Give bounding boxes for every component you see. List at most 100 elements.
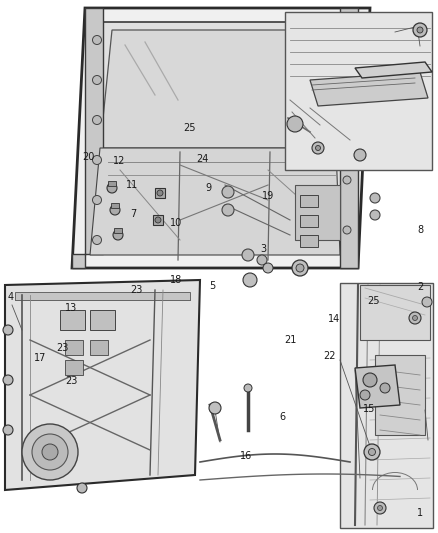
Circle shape bbox=[3, 425, 13, 435]
Text: 22: 22 bbox=[323, 351, 336, 361]
Text: 16: 16 bbox=[240, 451, 252, 461]
Circle shape bbox=[92, 156, 102, 165]
Circle shape bbox=[364, 444, 380, 460]
Text: 6: 6 bbox=[279, 412, 286, 422]
Circle shape bbox=[244, 384, 252, 392]
Text: 23: 23 bbox=[65, 376, 77, 386]
Text: 3: 3 bbox=[261, 245, 267, 254]
Circle shape bbox=[413, 23, 427, 37]
Text: 23: 23 bbox=[56, 343, 68, 352]
Bar bbox=[153, 215, 163, 225]
Circle shape bbox=[343, 226, 351, 234]
Circle shape bbox=[378, 505, 382, 511]
Circle shape bbox=[354, 149, 366, 161]
Circle shape bbox=[32, 434, 68, 470]
Text: 25: 25 bbox=[183, 123, 196, 133]
Polygon shape bbox=[285, 12, 432, 170]
Polygon shape bbox=[360, 285, 430, 340]
Text: 10: 10 bbox=[170, 218, 182, 228]
Circle shape bbox=[343, 26, 351, 34]
Circle shape bbox=[343, 76, 351, 84]
Polygon shape bbox=[5, 280, 200, 490]
Circle shape bbox=[3, 325, 13, 335]
Polygon shape bbox=[72, 8, 103, 268]
Circle shape bbox=[368, 448, 375, 456]
Circle shape bbox=[360, 390, 370, 400]
Text: 7: 7 bbox=[131, 209, 137, 219]
Circle shape bbox=[343, 126, 351, 134]
Circle shape bbox=[287, 116, 303, 132]
Circle shape bbox=[113, 230, 123, 240]
Circle shape bbox=[92, 196, 102, 205]
Circle shape bbox=[312, 142, 324, 154]
Bar bbox=[65, 340, 83, 355]
Circle shape bbox=[413, 316, 417, 320]
Bar bbox=[114, 228, 122, 233]
Circle shape bbox=[374, 502, 386, 514]
Bar bbox=[155, 188, 165, 198]
Circle shape bbox=[22, 424, 78, 480]
Text: 8: 8 bbox=[417, 225, 423, 235]
Circle shape bbox=[42, 444, 58, 460]
Bar bbox=[15, 292, 190, 300]
Bar bbox=[60, 310, 85, 330]
Text: 4: 4 bbox=[8, 293, 14, 302]
Text: 9: 9 bbox=[205, 183, 211, 192]
Circle shape bbox=[243, 273, 257, 287]
Circle shape bbox=[257, 255, 267, 265]
Text: 11: 11 bbox=[126, 181, 138, 190]
Polygon shape bbox=[90, 22, 355, 254]
Circle shape bbox=[107, 183, 117, 193]
Circle shape bbox=[209, 402, 221, 414]
Circle shape bbox=[222, 186, 234, 198]
Polygon shape bbox=[295, 185, 340, 240]
Polygon shape bbox=[90, 148, 340, 255]
Bar bbox=[65, 360, 83, 375]
Text: 24: 24 bbox=[196, 154, 208, 164]
Circle shape bbox=[222, 204, 234, 216]
Text: 20: 20 bbox=[82, 152, 95, 162]
Circle shape bbox=[380, 383, 390, 393]
Text: 25: 25 bbox=[367, 296, 380, 306]
Polygon shape bbox=[355, 62, 432, 78]
Polygon shape bbox=[355, 365, 400, 408]
Polygon shape bbox=[340, 8, 358, 268]
Bar bbox=[300, 215, 318, 227]
Circle shape bbox=[422, 297, 432, 307]
Text: 2: 2 bbox=[417, 282, 423, 292]
Circle shape bbox=[417, 27, 423, 33]
Circle shape bbox=[92, 76, 102, 85]
Circle shape bbox=[92, 116, 102, 125]
Circle shape bbox=[343, 176, 351, 184]
Circle shape bbox=[363, 373, 377, 387]
Circle shape bbox=[296, 264, 304, 272]
Circle shape bbox=[157, 190, 163, 196]
Polygon shape bbox=[72, 8, 370, 268]
Circle shape bbox=[370, 193, 380, 203]
Circle shape bbox=[370, 210, 380, 220]
Circle shape bbox=[155, 217, 161, 223]
Circle shape bbox=[263, 263, 273, 273]
Text: 1: 1 bbox=[417, 508, 423, 518]
Circle shape bbox=[242, 249, 254, 261]
Polygon shape bbox=[310, 72, 428, 106]
Bar bbox=[300, 235, 318, 247]
Circle shape bbox=[292, 260, 308, 276]
Text: 19: 19 bbox=[262, 191, 274, 201]
Circle shape bbox=[409, 312, 421, 324]
Bar bbox=[90, 310, 115, 330]
Bar bbox=[375, 355, 425, 435]
Circle shape bbox=[92, 36, 102, 44]
Text: 13: 13 bbox=[65, 303, 77, 313]
Text: 15: 15 bbox=[363, 405, 375, 414]
Circle shape bbox=[92, 236, 102, 245]
Bar bbox=[111, 203, 119, 208]
Polygon shape bbox=[100, 30, 348, 148]
Polygon shape bbox=[340, 283, 433, 528]
Text: 18: 18 bbox=[170, 275, 182, 285]
Text: 12: 12 bbox=[113, 156, 125, 166]
Circle shape bbox=[110, 205, 120, 215]
Text: 5: 5 bbox=[209, 281, 215, 290]
Text: 14: 14 bbox=[328, 314, 340, 324]
Text: 17: 17 bbox=[34, 353, 46, 363]
